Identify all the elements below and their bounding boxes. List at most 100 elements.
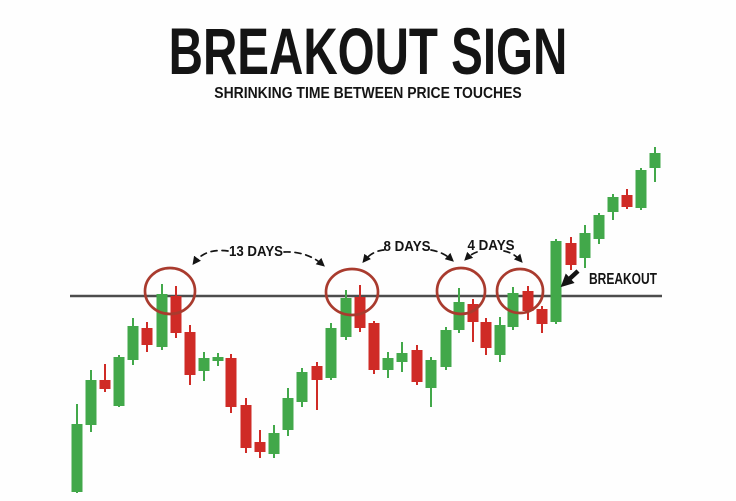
candle-9	[184, 325, 196, 385]
candle-body	[254, 442, 266, 452]
interval-label-2: 8 DAYS	[384, 238, 431, 255]
candle-6	[141, 322, 153, 352]
candle-18	[311, 362, 323, 410]
candle-body	[411, 350, 423, 382]
candle-body	[71, 424, 83, 492]
candle-40	[621, 189, 633, 209]
candle-body	[467, 304, 479, 322]
candle-body	[396, 353, 408, 362]
candle-body	[507, 293, 519, 327]
candle-35	[550, 239, 562, 324]
candle-42	[649, 147, 661, 182]
candle-body	[522, 291, 534, 311]
candle-3	[99, 364, 111, 392]
candle-27	[440, 327, 452, 370]
candle-37	[579, 225, 591, 268]
candle-body	[198, 358, 210, 371]
candle-body	[368, 323, 380, 370]
candle-body	[440, 330, 452, 367]
candle-33	[522, 286, 534, 320]
candle-body	[494, 325, 506, 355]
candle-12	[225, 354, 237, 413]
candle-11	[212, 353, 224, 366]
interval-arrow-5	[464, 251, 478, 261]
candle-24	[396, 342, 408, 372]
candle-17	[296, 368, 308, 407]
candle-16	[282, 388, 294, 436]
candle-22	[368, 321, 380, 374]
candle-body	[621, 195, 633, 207]
candle-34	[536, 306, 548, 333]
candle-body	[225, 358, 237, 407]
candle-body	[635, 170, 647, 208]
candle-body	[649, 153, 661, 168]
candle-body	[296, 372, 308, 402]
candle-26	[425, 357, 437, 407]
candle-body	[550, 241, 562, 322]
candle-38	[593, 213, 605, 244]
candle-7	[156, 284, 168, 350]
candle-36	[565, 237, 577, 270]
candle-31	[494, 317, 506, 362]
candle-body	[340, 298, 352, 337]
candle-body	[212, 357, 224, 361]
breakout-label: BREAKOUT	[589, 271, 657, 288]
candle-body	[113, 357, 125, 406]
candle-30	[480, 318, 492, 355]
candle-body	[184, 332, 196, 375]
candle-body	[99, 380, 111, 389]
candle-body	[127, 326, 139, 360]
candle-13	[240, 398, 252, 453]
touch-circle-3	[435, 266, 487, 316]
candle-14	[254, 430, 266, 458]
interval-label-3: 4 DAYS	[468, 237, 515, 254]
candle-body	[382, 358, 394, 370]
candle-41	[635, 168, 647, 210]
candle-29	[467, 299, 479, 342]
page-title: BREAKOUT SIGN	[168, 14, 568, 88]
interval-arrow-3	[362, 249, 385, 263]
candle-32	[507, 287, 519, 330]
candle-body	[536, 309, 548, 324]
candle-body	[579, 233, 591, 258]
candle-5	[127, 318, 139, 365]
interval-arrow-6	[503, 250, 523, 263]
candle-body	[565, 243, 577, 265]
header: BREAKOUT SIGN SHRINKING TIME BETWEEN PRI…	[0, 0, 736, 101]
page-subtitle: SHRINKING TIME BETWEEN PRICE TOUCHES	[214, 85, 522, 102]
candle-39	[607, 194, 619, 220]
candle-body	[268, 433, 280, 454]
candle-body	[85, 380, 97, 425]
candle-body	[607, 197, 619, 212]
interval-label-1: 13 DAYS	[229, 243, 283, 260]
candle-body	[311, 366, 323, 380]
candle-15	[268, 425, 280, 458]
candle-body	[141, 328, 153, 345]
breakout-arrow	[560, 269, 580, 288]
interval-arrow-4	[430, 249, 454, 262]
candle-body	[156, 294, 168, 347]
candle-1	[71, 404, 83, 493]
candle-19	[325, 323, 337, 380]
touch-circle-4	[495, 267, 545, 315]
candle-10	[198, 352, 210, 381]
candle-body	[453, 302, 465, 330]
interval-arrow-1	[192, 249, 229, 266]
touch-circle-2	[324, 267, 380, 317]
candle-body	[593, 215, 605, 239]
candle-body	[325, 328, 337, 378]
candle-body	[354, 297, 366, 328]
candle-body	[240, 405, 252, 448]
candle-body	[425, 360, 437, 388]
candle-body	[282, 398, 294, 430]
candle-28	[453, 288, 465, 333]
touch-circle-1	[143, 266, 197, 316]
candle-4	[113, 355, 125, 407]
candle-25	[411, 345, 423, 385]
interval-arrow-2	[283, 251, 325, 267]
candle-2	[85, 370, 97, 432]
candle-23	[382, 352, 394, 378]
candle-body	[480, 322, 492, 348]
